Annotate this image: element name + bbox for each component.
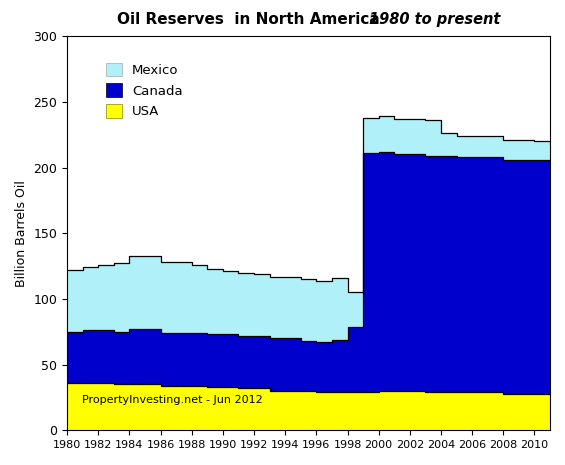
Text: Oil Reserves  in North America: Oil Reserves in North America [117,12,380,27]
Legend: Mexico, Canada, USA: Mexico, Canada, USA [98,55,191,126]
Text: PropertyInvesting.net - Jun 2012: PropertyInvesting.net - Jun 2012 [81,395,262,405]
Text: 1980 to present: 1980 to present [370,12,501,27]
Y-axis label: Billion Barrels Oil: Billion Barrels Oil [15,180,28,287]
